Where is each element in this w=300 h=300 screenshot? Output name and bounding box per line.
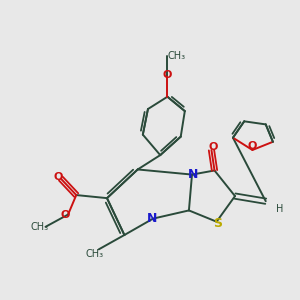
Text: CH₃: CH₃ — [31, 222, 49, 232]
Text: O: O — [53, 172, 63, 182]
Text: S: S — [214, 217, 223, 230]
Text: N: N — [146, 212, 157, 225]
Text: CH₃: CH₃ — [167, 51, 185, 61]
Text: O: O — [60, 209, 70, 220]
Text: O: O — [248, 142, 257, 152]
Text: O: O — [208, 142, 218, 152]
Text: O: O — [163, 70, 172, 80]
Text: CH₃: CH₃ — [85, 249, 103, 259]
Text: H: H — [276, 204, 284, 214]
Text: N: N — [188, 168, 199, 181]
